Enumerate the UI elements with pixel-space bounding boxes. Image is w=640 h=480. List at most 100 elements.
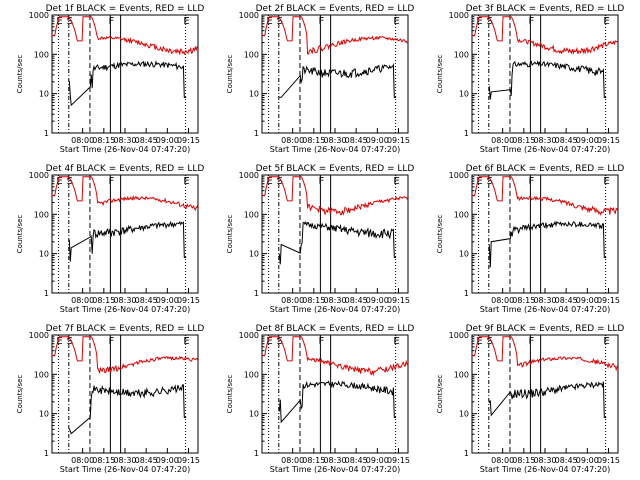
x-axis-label: Start Time (26-Nov-04 07:47:20): [270, 305, 400, 314]
y-tick-label: 100: [454, 210, 469, 219]
x-tick-label: 08:30: [533, 296, 556, 305]
x-tick-label: 08:45: [555, 456, 578, 465]
x-axis-label: Start Time (26-Nov-04 07:47:20): [60, 145, 190, 154]
y-axis-label: Counts/sec: [226, 55, 234, 94]
lld-series-line: [262, 336, 409, 377]
event-marker-label: E: [56, 16, 62, 27]
events-series-line: [278, 221, 397, 265]
event-marker-label: S: [67, 336, 73, 347]
y-tick-label: 1000: [29, 11, 49, 20]
event-marker-label: F: [529, 336, 535, 347]
detector-panel: Det 1f BLACK = Events, RED = LLD 1 10 100 10…: [16, 4, 204, 154]
event-marker-label: F: [319, 336, 325, 347]
y-tick-label: 1: [254, 129, 259, 138]
x-axis-label: Start Time (26-Nov-04 07:47:20): [270, 465, 400, 474]
x-tick-label: 08:15: [302, 456, 325, 465]
x-tick-label: 08:00: [491, 136, 514, 145]
x-tick-label: 09:00: [576, 136, 599, 145]
event-marker-label: S: [487, 176, 493, 187]
event-marker-label: E: [476, 16, 482, 27]
event-marker-label: E: [266, 176, 272, 187]
y-axis-label: Counts/sec: [16, 55, 24, 94]
y-tick-label: 10: [39, 90, 49, 99]
x-tick-label: 08:00: [71, 296, 94, 305]
x-tick-label: 08:15: [512, 136, 535, 145]
events-series-line: [488, 60, 607, 100]
x-tick-label: 09:15: [597, 456, 620, 465]
y-tick-label: 10: [39, 410, 49, 419]
lld-series-line: [52, 16, 199, 56]
panel-title: Det 6f BLACK = Events, RED = LLD: [466, 164, 625, 174]
lld-series-line: [262, 176, 409, 216]
y-tick-label: 1000: [449, 11, 469, 20]
x-tick-label: 09:15: [597, 296, 620, 305]
x-axis-label: Start Time (26-Nov-04 07:47:20): [270, 145, 400, 154]
lld-series-line: [472, 16, 619, 55]
event-marker-label: F: [109, 16, 115, 27]
panel-title: Det 8f BLACK = Events, RED = LLD: [256, 324, 415, 334]
event-marker-label: E: [266, 336, 272, 347]
event-marker-label: S: [277, 16, 283, 27]
x-tick-label: 09:15: [387, 296, 410, 305]
y-tick-label: 100: [34, 210, 49, 219]
events-series-line: [68, 384, 187, 435]
y-axis-label: Counts/sec: [436, 55, 444, 94]
event-marker-label: F: [109, 176, 115, 187]
y-tick-label: 100: [244, 50, 259, 59]
x-axis-label: Start Time (26-Nov-04 07:47:20): [480, 465, 610, 474]
event-marker-label: S: [67, 176, 73, 187]
x-tick-label: 08:00: [71, 136, 94, 145]
y-tick-label: 10: [459, 410, 469, 419]
x-tick-label: 08:45: [345, 296, 368, 305]
lld-series-line: [472, 336, 619, 372]
x-tick-label: 08:15: [92, 136, 115, 145]
event-marker-label: E: [393, 336, 399, 347]
panel-title: Det 1f BLACK = Events, RED = LLD: [46, 4, 205, 14]
plot-frame: [471, 14, 619, 134]
y-tick-label: 1000: [29, 331, 49, 340]
event-marker-label: F: [319, 176, 325, 187]
panel-title: Det 7f BLACK = Events, RED = LLD: [46, 324, 205, 334]
detector-panel: Det 9f BLACK = Events, RED = LLD 1 10 100 10…: [436, 324, 624, 474]
x-tick-label: 08:15: [302, 136, 325, 145]
y-tick-label: 1000: [239, 171, 259, 180]
event-marker-label: E: [56, 336, 62, 347]
plot-frame: [51, 14, 199, 134]
x-tick-label: 08:00: [281, 296, 304, 305]
detector-panel: Det 3f BLACK = Events, RED = LLD 1 10 100 10…: [436, 4, 624, 154]
y-tick-label: 1000: [449, 171, 469, 180]
events-series-line: [279, 62, 397, 98]
event-marker-label: E: [476, 336, 482, 347]
x-tick-label: 08:30: [113, 136, 136, 145]
y-tick-label: 100: [244, 370, 259, 379]
x-tick-label: 08:30: [113, 296, 136, 305]
y-tick-label: 1000: [239, 11, 259, 20]
y-tick-label: 100: [454, 50, 469, 59]
x-tick-label: 08:30: [323, 296, 346, 305]
x-tick-label: 09:00: [156, 456, 179, 465]
x-tick-label: 09:15: [177, 136, 200, 145]
event-marker-label: F: [319, 16, 325, 27]
x-tick-label: 08:00: [491, 296, 514, 305]
x-tick-label: 09:00: [576, 296, 599, 305]
y-tick-label: 10: [459, 90, 469, 99]
x-tick-label: 08:45: [135, 456, 158, 465]
x-tick-label: 09:00: [576, 456, 599, 465]
x-tick-label: 09:00: [366, 456, 389, 465]
y-tick-label: 10: [249, 250, 259, 259]
events-series-line: [488, 220, 607, 268]
y-tick-label: 1: [44, 449, 49, 458]
event-marker-label: E: [183, 336, 189, 347]
y-tick-label: 1: [44, 289, 49, 298]
panel-title: Det 9f BLACK = Events, RED = LLD: [466, 324, 625, 334]
event-marker-label: F: [529, 16, 535, 27]
plot-frame: [261, 334, 409, 454]
event-marker-label: E: [603, 336, 609, 347]
y-tick-label: 1: [44, 129, 49, 138]
x-tick-label: 08:15: [512, 296, 535, 305]
y-axis-label: Counts/sec: [16, 215, 24, 254]
x-tick-label: 08:45: [345, 456, 368, 465]
y-tick-label: 100: [244, 210, 259, 219]
x-tick-label: 08:00: [281, 456, 304, 465]
y-tick-label: 100: [454, 370, 469, 379]
